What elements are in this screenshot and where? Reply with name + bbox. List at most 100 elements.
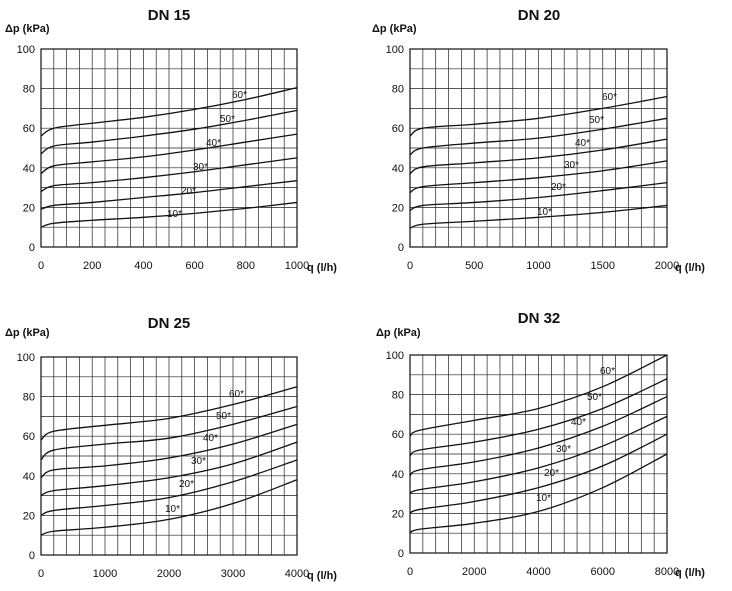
panel-3-curve-label-30: 30* bbox=[191, 456, 206, 467]
panel-2-curve-label-30: 30* bbox=[564, 160, 579, 171]
panel-1-title: DN 15 bbox=[148, 7, 191, 24]
panel-1-curve-label-60: 60* bbox=[232, 90, 247, 101]
panel-2-ytick-label: 60 bbox=[392, 123, 404, 135]
panel-3-curve-label-40: 40* bbox=[203, 433, 218, 444]
panel-3-ytick-label: 80 bbox=[23, 392, 35, 404]
panel-4-ytick-label: 40 bbox=[392, 469, 404, 481]
panel-3-title: DN 25 bbox=[148, 315, 191, 332]
panel-1-xtick-label: 1000 bbox=[285, 260, 309, 272]
panel-3-curve-20 bbox=[40, 459, 298, 517]
panel-1-ytick-label: 60 bbox=[23, 123, 35, 135]
panel-4-curve-label-40: 40* bbox=[571, 417, 586, 428]
panel-3-curve-label-20: 20* bbox=[179, 479, 194, 490]
panel-2-ytick-label: 100 bbox=[386, 44, 404, 56]
panel-1-curve-label-40: 40* bbox=[206, 138, 221, 149]
panel-1-xtick-label: 200 bbox=[83, 260, 101, 272]
panel-1-curve-label-50: 50* bbox=[220, 114, 235, 125]
panel-1-ytick-label: 80 bbox=[23, 84, 35, 96]
panel-2-curve-label-10: 10* bbox=[537, 207, 552, 218]
panel-1-curve-label-10: 10* bbox=[167, 209, 182, 220]
panel-1-curve-20 bbox=[40, 180, 298, 211]
panel-2-xlabel: q (l/h) bbox=[675, 262, 705, 274]
panel-1-curve-30 bbox=[40, 157, 298, 193]
panel-2-curve-label-40: 40* bbox=[575, 138, 590, 149]
panel-2-xtick-label: 500 bbox=[465, 260, 483, 272]
panel-3-curve-50 bbox=[40, 405, 298, 461]
panel-3-curve-30 bbox=[40, 441, 298, 497]
panel-3-plot-frame bbox=[40, 356, 298, 556]
panel-3-ylabel: Δp (kPa) bbox=[5, 327, 50, 339]
panel-1-ylabel: Δp (kPa) bbox=[5, 23, 50, 35]
panel-4-curve-label-30: 30* bbox=[556, 444, 571, 455]
panel-3-ytick-label: 40 bbox=[23, 471, 35, 483]
panel-2-curve-30 bbox=[409, 160, 668, 194]
panel-2-curve-label-60: 60* bbox=[602, 92, 617, 103]
panel-2-ytick-label: 80 bbox=[392, 84, 404, 96]
panel-4-ylabel: Δp (kPa) bbox=[376, 327, 421, 339]
panel-1-ytick-label: 0 bbox=[29, 242, 35, 254]
panel-2-curve-20 bbox=[409, 182, 668, 211]
panel-1-curve-label-30: 30* bbox=[193, 162, 208, 173]
panel-3-ytick-label: 20 bbox=[23, 510, 35, 522]
panel-1-plot-frame bbox=[40, 48, 298, 248]
panel-4-xtick-label: 6000 bbox=[591, 566, 615, 578]
panel-2-curve-40 bbox=[409, 138, 668, 175]
panel-2-xtick-label: 1500 bbox=[591, 260, 615, 272]
panel-3-curve-label-10: 10* bbox=[165, 504, 180, 515]
panel-1-curve-10 bbox=[40, 201, 298, 228]
panel-4-curve-label-50: 50* bbox=[587, 392, 602, 403]
panel-3-curve-10 bbox=[40, 479, 298, 536]
panel-4-curve-30 bbox=[409, 415, 668, 495]
panel-2-xtick-label: 2000 bbox=[655, 260, 679, 272]
panel-2-ytick-label: 0 bbox=[398, 242, 404, 254]
panel-2-ylabel: Δp (kPa) bbox=[372, 23, 417, 35]
panel-3-curve-label-50: 50* bbox=[216, 411, 231, 422]
panel-2-xtick-label: 1000 bbox=[526, 260, 550, 272]
panel-4-curve-60 bbox=[409, 354, 668, 437]
panel-3-xtick-label: 3000 bbox=[221, 568, 245, 580]
panel-4-title: DN 32 bbox=[518, 310, 561, 327]
panel-3-xtick-label: 0 bbox=[38, 568, 44, 580]
panel-3-curve-40 bbox=[40, 423, 298, 479]
panel-4-ytick-label: 60 bbox=[392, 429, 404, 441]
panel-2-ytick-label: 20 bbox=[392, 202, 404, 214]
panel-1-curve-60 bbox=[40, 86, 298, 137]
panel-4-xtick-label: 4000 bbox=[526, 566, 550, 578]
panel-1-xlabel: q (l/h) bbox=[307, 262, 337, 274]
panel-3-ytick-label: 60 bbox=[23, 431, 35, 443]
panel-2-curve-60 bbox=[409, 95, 668, 137]
panel-1-curve-50 bbox=[40, 109, 298, 155]
panel-2-plot-frame bbox=[409, 48, 668, 248]
panel-4-ytick-label: 0 bbox=[398, 548, 404, 560]
panel-2-curve-label-50: 50* bbox=[589, 115, 604, 126]
panel-4-curve-50 bbox=[409, 378, 668, 457]
panel-4-curve-label-20: 20* bbox=[544, 468, 559, 479]
panel-3-curve-60 bbox=[40, 386, 298, 441]
panel-1-ytick-label: 40 bbox=[23, 163, 35, 175]
panel-2-curve-50 bbox=[409, 117, 668, 156]
panel-4-curve-10 bbox=[409, 453, 668, 534]
panel-1-curve-label-20: 20* bbox=[181, 186, 196, 197]
panel-3-xlabel: q (l/h) bbox=[307, 570, 337, 582]
panel-3-ytick-label: 0 bbox=[29, 550, 35, 562]
panel-2-curve-label-20: 20* bbox=[551, 182, 566, 193]
panel-1-xtick-label: 400 bbox=[134, 260, 152, 272]
panel-1-curve-40 bbox=[40, 133, 298, 175]
panel-4-xtick-label: 2000 bbox=[462, 566, 486, 578]
panel-1-xtick-label: 600 bbox=[185, 260, 203, 272]
panel-1-ytick-label: 20 bbox=[23, 202, 35, 214]
panel-1-xtick-label: 0 bbox=[38, 260, 44, 272]
panel-4-ytick-label: 100 bbox=[386, 350, 404, 362]
panel-4-xtick-label: 0 bbox=[407, 566, 413, 578]
panel-3-xtick-label: 2000 bbox=[157, 568, 181, 580]
panel-2-title: DN 20 bbox=[518, 7, 561, 24]
panel-3-ytick-label: 100 bbox=[17, 352, 35, 364]
panel-4-xlabel: q (l/h) bbox=[675, 567, 705, 579]
panel-4-ytick-label: 80 bbox=[392, 390, 404, 402]
panel-1-xtick-label: 800 bbox=[237, 260, 255, 272]
panel-4-ytick-label: 20 bbox=[392, 508, 404, 520]
panel-4-xtick-label: 8000 bbox=[655, 566, 679, 578]
panel-3-curve-label-60: 60* bbox=[229, 389, 244, 400]
panel-1-ytick-label: 100 bbox=[17, 44, 35, 56]
